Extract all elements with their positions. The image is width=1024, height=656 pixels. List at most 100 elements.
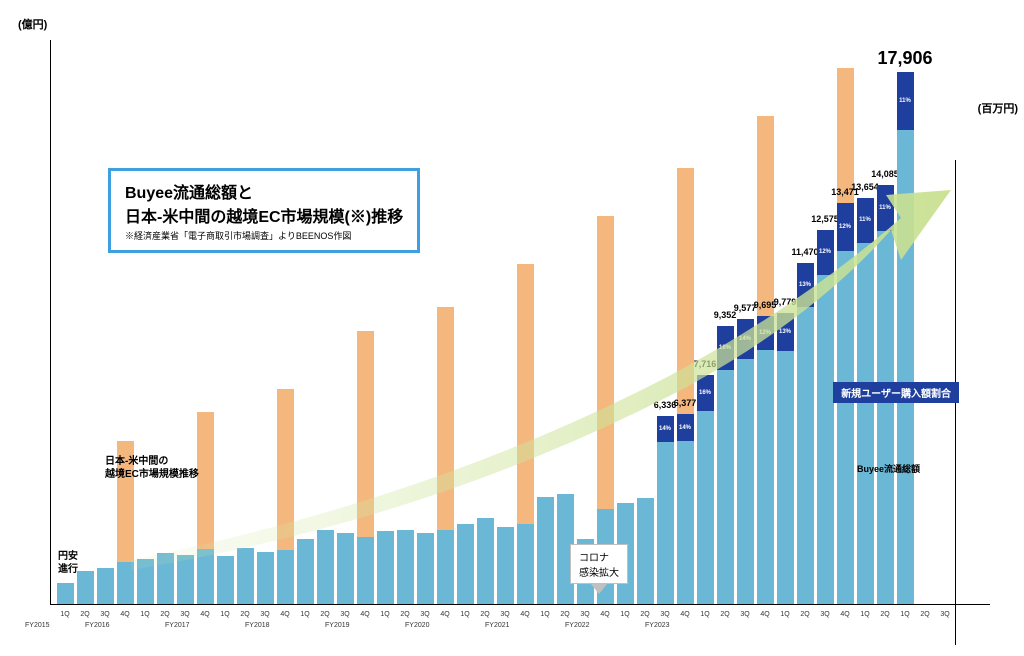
- bar-pct-segment: 12%: [817, 230, 834, 275]
- blue-bar: 12%12,575: [817, 230, 834, 604]
- bar-value-label: 17,906: [877, 48, 932, 69]
- bar-column: 3Q: [335, 39, 355, 604]
- x-tick: 1Q: [60, 611, 69, 618]
- bar-pct-segment: 16%: [717, 326, 734, 370]
- blue-bar: [357, 537, 374, 604]
- blue-bar: [397, 530, 414, 604]
- blue-bar: 16%7,716: [697, 375, 714, 604]
- x-tick: 4Q: [680, 611, 689, 618]
- x-tick: 1Q: [540, 611, 549, 618]
- blue-bar: 13%11,470: [797, 263, 814, 604]
- bar-pct-segment: 12%: [757, 316, 774, 351]
- x-tick: 4Q: [840, 611, 849, 618]
- bar-column: 16%7,7161Q: [695, 39, 715, 604]
- blue-bar: [537, 497, 554, 604]
- bar-column: 4QFY2018: [275, 39, 295, 604]
- label-buyee-gmv: Buyee流通総額: [857, 462, 920, 475]
- x-tick: 1Q: [380, 611, 389, 618]
- bar-column: 11%14,0852Q: [875, 39, 895, 604]
- blue-bar: [57, 583, 74, 604]
- label-new-user: 新規ユーザー購入額割合: [833, 382, 959, 403]
- bar-column: 2Q: [395, 39, 415, 604]
- x-year-label: FY2022: [565, 622, 590, 629]
- x-tick: 3Q: [820, 611, 829, 618]
- bar-column: 13%9,7791Q: [775, 39, 795, 604]
- bar-value-label: 12,575: [811, 214, 839, 224]
- x-year-label: FY2020: [405, 622, 430, 629]
- blue-bar: 14%9,577: [737, 319, 754, 604]
- x-year-label: FY2023: [645, 622, 670, 629]
- bar-pct-segment: 11%: [897, 72, 914, 131]
- bar-pct-segment: 11%: [877, 185, 894, 231]
- bar-value-label: 9,779: [774, 297, 797, 307]
- plot-area: 1QFY20152Q3Q4QFY20161Q2Q3Q4QFY20171Q2Q3Q…: [50, 40, 990, 605]
- x-tick: 3Q: [660, 611, 669, 618]
- x-tick: 2Q: [80, 611, 89, 618]
- bar-column: 3Q: [495, 39, 515, 604]
- bar-column: 4QFY2020: [435, 39, 455, 604]
- x-tick: 1Q: [300, 611, 309, 618]
- bar-column: 3Q: [95, 39, 115, 604]
- bar-column: 1Q: [135, 39, 155, 604]
- x-year-label: FY2017: [165, 622, 190, 629]
- blue-bar: [217, 556, 234, 604]
- bar-column: 12%13,4714Q: [835, 39, 855, 604]
- x-tick: 4Q: [520, 611, 529, 618]
- blue-bar: [257, 552, 274, 604]
- bar-pct-segment: 11%: [857, 198, 874, 243]
- title-box: Buyee流通総額と 日本-米中間の越境EC市場規模(※)推移 ※経済産業省「電…: [108, 168, 420, 253]
- bar-column: 2Q: [75, 39, 95, 604]
- blue-bar: [637, 498, 654, 604]
- bar-value-label: 7,716: [694, 359, 717, 369]
- x-tick: 3Q: [420, 611, 429, 618]
- x-year-label: FY2018: [245, 622, 270, 629]
- blue-bar: [137, 559, 154, 604]
- bar-column: 2Q: [555, 39, 575, 604]
- bar-column: 16%9,3522Q: [715, 39, 735, 604]
- bar-value-label: 6,377: [674, 398, 697, 408]
- blue-bar: [457, 524, 474, 604]
- bar-column: 13%11,4702Q: [795, 39, 815, 604]
- bar-column: 14%6,3774QFY2023: [675, 39, 695, 604]
- bar-column: 1Q: [615, 39, 635, 604]
- blue-bar: [517, 524, 534, 604]
- x-tick: 2Q: [320, 611, 329, 618]
- blue-bar: 12%9,695: [757, 316, 774, 604]
- title-note: ※経済産業省「電子商取引市場調査」よりBEENOS作図: [125, 229, 403, 242]
- bar-column: 14%9,5773Q: [735, 39, 755, 604]
- x-tick: 3Q: [500, 611, 509, 618]
- blue-bar: [437, 530, 454, 604]
- bar-column: 1Q: [375, 39, 395, 604]
- x-tick: 3Q: [740, 611, 749, 618]
- bar-column: 2Q: [235, 39, 255, 604]
- title-line2: 日本-米中間の越境EC市場規模(※)推移: [125, 203, 403, 227]
- x-tick: 1Q: [900, 611, 909, 618]
- x-tick: 3Q: [940, 611, 949, 618]
- bar-column: 1Q: [215, 39, 235, 604]
- bar-column: 1QFY2015: [55, 39, 75, 604]
- blue-bar: 11%17,906: [897, 72, 914, 604]
- bar-column: 14%6,3363Q: [655, 39, 675, 604]
- blue-bar: [317, 530, 334, 604]
- x-tick: 2Q: [800, 611, 809, 618]
- x-tick: 4Q: [360, 611, 369, 618]
- callout-corona-box: コロナ 感染拡大: [570, 544, 628, 584]
- blue-bar: [77, 571, 94, 604]
- bar-pct-segment: 16%: [697, 375, 714, 412]
- x-tick: 2Q: [160, 611, 169, 618]
- bar-pct-segment: 14%: [657, 416, 674, 442]
- blue-bar: [497, 527, 514, 604]
- bar-pct-segment: 14%: [737, 319, 754, 359]
- bar-column: 11%17,9061Q: [895, 39, 915, 604]
- bar-column: 3Q: [175, 39, 195, 604]
- annotation-yen-weak: 円安 進行: [58, 550, 78, 576]
- bar-column: 4QFY2022: [595, 39, 615, 604]
- x-tick: 4Q: [280, 611, 289, 618]
- x-tick: 4Q: [120, 611, 129, 618]
- blue-bar: [237, 548, 254, 605]
- x-year-label: FY2015: [25, 622, 50, 629]
- x-tick: 3Q: [100, 611, 109, 618]
- blue-bar: [477, 518, 494, 604]
- x-tick: 2Q: [400, 611, 409, 618]
- x-tick: 4Q: [440, 611, 449, 618]
